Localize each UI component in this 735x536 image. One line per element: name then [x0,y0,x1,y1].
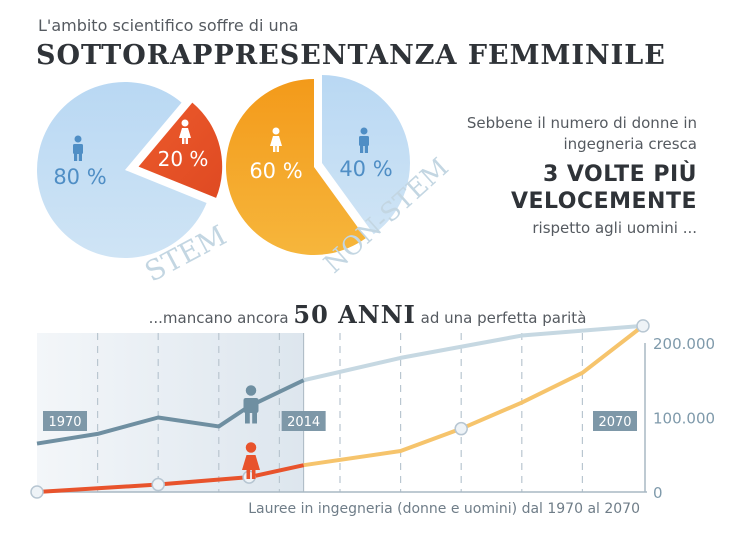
women-projection-line [303,324,645,468]
stem-women-slice [138,102,223,198]
years-line-post: ad una perfetta parità [420,309,587,327]
woman-icon [179,119,191,144]
year-tag [281,411,326,431]
year-tag [43,411,87,431]
y-tick-label: 0 [653,484,663,502]
man-icon [359,127,369,153]
years-line-pre: ...mancano ancora [148,309,289,327]
men-projection-line [303,323,644,383]
women-point [636,319,650,333]
intro-text: L'ambito scientifico soffre di una [38,16,299,35]
man-icon [243,385,259,424]
side-note-line1: Sebbene il numero di donne in ingegneria… [466,114,697,153]
man-icon [73,135,83,161]
woman-icon [242,442,260,479]
nonstem-women-label: 60 % [249,159,302,183]
stem-men-slice [37,81,207,258]
stem-women-label: 20 % [158,147,209,171]
year-tag-label: 2070 [598,415,631,430]
year-tag-label: 2014 [287,415,320,430]
chart-caption: Lauree in ingegneria (donne e uomini) da… [248,501,640,517]
side-note-big2: VELOCEMENTE [510,189,697,214]
women-historical-line [36,463,305,494]
side-note-big1: 3 VOLTE PIÙ [542,162,697,187]
women-point [151,477,165,492]
years-line: ...mancano ancora 50 ANNI ad una perfett… [0,300,735,329]
y-tick-label: 200.000 [653,335,715,353]
nonstem-women-slice [226,79,366,255]
nonstem-men-slice [322,75,411,235]
years-line-big: 50 ANNI [293,300,416,329]
side-note-line2: rispetto agli uomini ... [532,219,697,237]
nonstem-men-label: 40 % [339,157,392,181]
year-tag-label: 1970 [48,415,81,430]
women-point [454,421,468,436]
woman-icon [270,127,282,152]
y-tick-label: 100.000 [653,410,715,428]
stem-men-label: 80 % [53,165,106,189]
headline: SOTTORAPPRESENTANZA FEMMINILE [36,40,666,71]
year-tag [593,411,637,431]
women-point [30,485,44,499]
side-note: Sebbene il numero di donne in ingegneria… [417,113,697,239]
